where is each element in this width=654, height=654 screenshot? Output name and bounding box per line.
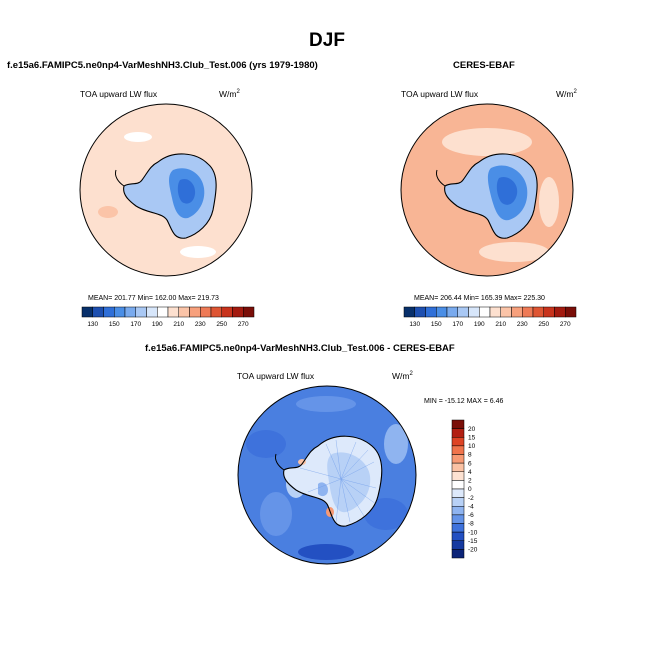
colorbar-swatch bbox=[451, 471, 465, 481]
colorbar-swatch bbox=[522, 306, 534, 318]
colorbar-swatch bbox=[446, 306, 458, 318]
colorbar-swatch bbox=[451, 506, 465, 516]
colorbar-swatch bbox=[189, 306, 201, 318]
colorbar-label: 230 bbox=[517, 321, 528, 328]
colorbar-swatch bbox=[451, 531, 465, 541]
colorbar-label: -15 bbox=[468, 538, 478, 545]
colorbar-label: -6 bbox=[468, 512, 474, 519]
colorbar-label: -4 bbox=[468, 503, 474, 510]
colorbar-swatch bbox=[451, 445, 465, 455]
polar-map-model bbox=[79, 103, 253, 277]
colorbar-swatch bbox=[500, 306, 512, 318]
colorbar-swatch bbox=[489, 306, 501, 318]
colorbar-swatch bbox=[451, 462, 465, 472]
colorbar-label: 210 bbox=[173, 321, 184, 328]
colorbar-swatch bbox=[565, 306, 577, 318]
colorbar-label: 10 bbox=[468, 443, 476, 450]
colorbar-label: 270 bbox=[560, 321, 571, 328]
colorbar-swatch bbox=[451, 514, 465, 524]
colorbar-swatch bbox=[221, 306, 233, 318]
colorbar-label: 8 bbox=[468, 452, 472, 459]
colorbar-swatch bbox=[436, 306, 448, 318]
colorbar-swatch bbox=[232, 306, 244, 318]
panel-title-obs: CERES-EBAF bbox=[453, 60, 515, 71]
colorbar-swatch bbox=[451, 437, 465, 447]
colorbar-label: 170 bbox=[452, 321, 463, 328]
colorbar-label: 6 bbox=[468, 460, 472, 467]
colorbar-label: 190 bbox=[474, 321, 485, 328]
colorbar-label: -10 bbox=[468, 529, 478, 536]
colorbar-label: 2 bbox=[468, 478, 472, 485]
colorbar-label: 4 bbox=[468, 469, 472, 476]
colorbar-swatch bbox=[479, 306, 491, 318]
colorbar-swatch bbox=[403, 306, 415, 318]
colorbar-obs: 130 150 170 190 210 230 250 270 bbox=[403, 306, 577, 328]
colorbar-swatch bbox=[167, 306, 179, 318]
colorbar-swatch bbox=[451, 428, 465, 438]
colorbar-label: 210 bbox=[495, 321, 506, 328]
colorbar-label: 170 bbox=[130, 321, 141, 328]
colorbar-swatch bbox=[103, 306, 115, 318]
colorbar-label: 150 bbox=[109, 321, 120, 328]
colorbar-swatch bbox=[451, 540, 465, 550]
colorbar-label: 190 bbox=[152, 321, 163, 328]
colorbar-swatch bbox=[146, 306, 158, 318]
units-label-diff: W/m2 bbox=[392, 371, 413, 381]
minmax-diff: MIN = -15.12 MAX = 6.46 bbox=[424, 398, 504, 405]
colorbar-label: 130 bbox=[87, 321, 98, 328]
variable-label-model: TOA upward LW flux bbox=[80, 89, 158, 99]
colorbar-swatch bbox=[451, 454, 465, 464]
variable-label-obs: TOA upward LW flux bbox=[401, 89, 479, 99]
colorbar-label: 150 bbox=[431, 321, 442, 328]
colorbar-model: 130 150 170 190 210 230 250 270 bbox=[81, 306, 255, 328]
colorbar-swatch bbox=[451, 523, 465, 533]
colorbar-label: 130 bbox=[409, 321, 420, 328]
colorbar-label: 0 bbox=[468, 486, 472, 493]
colorbar-swatch bbox=[451, 549, 465, 559]
colorbar-swatch bbox=[425, 306, 437, 318]
colorbar-swatch bbox=[81, 306, 93, 318]
colorbar-swatch bbox=[468, 306, 480, 318]
variable-label-diff: TOA upward LW flux bbox=[237, 371, 315, 381]
colorbar-swatch bbox=[114, 306, 126, 318]
colorbar-swatch bbox=[451, 488, 465, 498]
colorbar-swatch bbox=[451, 480, 465, 490]
colorbar-swatch bbox=[457, 306, 469, 318]
units-label-model: W/m2 bbox=[219, 89, 240, 99]
colorbar-label: 250 bbox=[538, 321, 549, 328]
colorbar-label: 230 bbox=[195, 321, 206, 328]
colorbar-swatch bbox=[243, 306, 255, 318]
colorbar-label: 270 bbox=[238, 321, 249, 328]
colorbar-swatch bbox=[178, 306, 190, 318]
units-label-obs: W/m2 bbox=[556, 89, 577, 99]
colorbar-swatch bbox=[414, 306, 426, 318]
polar-map-obs bbox=[400, 103, 574, 277]
colorbar-swatch bbox=[554, 306, 566, 318]
polar-map-diff bbox=[237, 385, 417, 565]
colorbar-swatch bbox=[135, 306, 147, 318]
colorbar-label: 250 bbox=[216, 321, 227, 328]
colorbar-label: -20 bbox=[468, 547, 478, 554]
main-title: DJF bbox=[309, 30, 345, 51]
panel-title-diff: f.e15a6.FAMIPC5.ne0np4-VarMeshNH3.Club_T… bbox=[145, 343, 455, 354]
colorbar-swatch bbox=[210, 306, 222, 318]
panel-title-model: f.e15a6.FAMIPC5.ne0np4-VarMeshNH3.Club_T… bbox=[7, 60, 318, 71]
colorbar-swatch bbox=[451, 497, 465, 507]
colorbar-label: -8 bbox=[468, 521, 474, 528]
stats-model: MEAN= 201.77 Min= 162.00 Max= 219.73 bbox=[88, 295, 219, 302]
stats-obs: MEAN= 206.44 Min= 165.39 Max= 225.30 bbox=[414, 295, 545, 302]
colorbar-swatch bbox=[532, 306, 544, 318]
colorbar-swatch bbox=[157, 306, 169, 318]
colorbar-swatch bbox=[451, 419, 465, 429]
colorbar-label: -2 bbox=[468, 495, 474, 502]
colorbar-swatch bbox=[124, 306, 136, 318]
colorbar-label: 15 bbox=[468, 434, 476, 441]
colorbar-swatch bbox=[92, 306, 104, 318]
colorbar-swatch bbox=[543, 306, 555, 318]
colorbar-swatch bbox=[511, 306, 523, 318]
colorbar-swatch bbox=[200, 306, 212, 318]
colorbar-label: 20 bbox=[468, 426, 476, 433]
